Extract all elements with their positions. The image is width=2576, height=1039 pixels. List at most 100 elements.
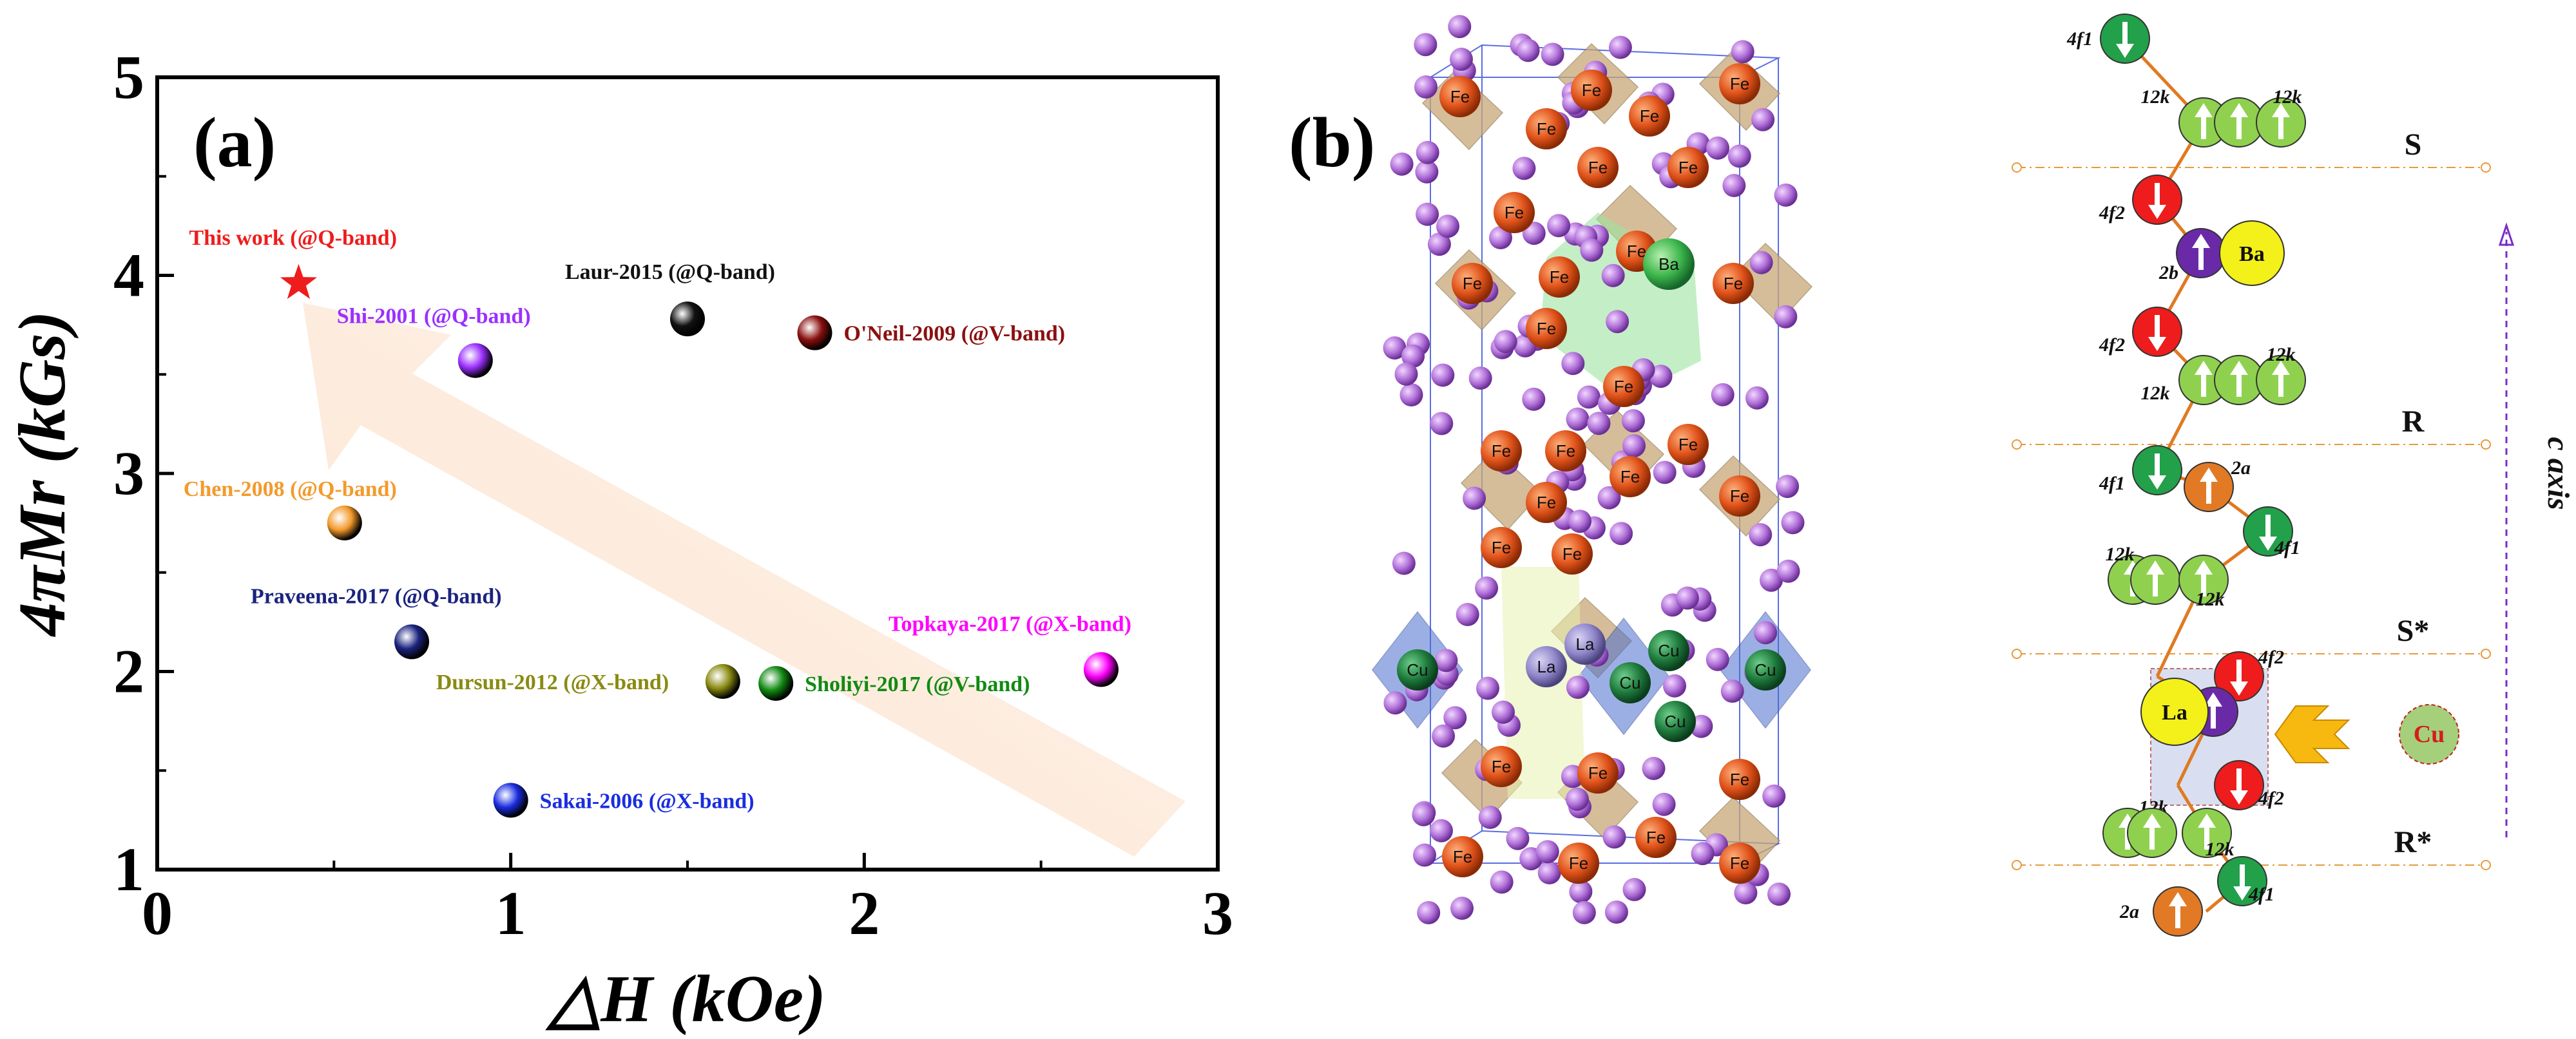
- spin-arrowhead: [2195, 103, 2213, 117]
- fe-atom: [1526, 482, 1567, 523]
- layer-end-marker: [2481, 649, 2491, 659]
- spin-site: [2127, 808, 2177, 858]
- spin-site: [2130, 555, 2180, 605]
- oxygen-atom: [1450, 897, 1474, 920]
- spin-sites: 4f1 12k 12k 4f2 2b 4f2 12k 12k 4f1 2a 4f1 12k 12k 4f2…: [2066, 14, 2306, 937]
- ba-atom-label: Ba: [1658, 254, 1679, 274]
- fe-atom-label: Fe: [1550, 267, 1569, 287]
- cu-atom: [1648, 630, 1689, 671]
- oxygen-atom: [1731, 40, 1754, 64]
- oxygen-atom: [1745, 386, 1769, 410]
- fe-atom: [1481, 430, 1522, 472]
- point-label: Praveena-2017 (@Q-band): [251, 584, 502, 608]
- ba-sphere: [2219, 220, 2285, 286]
- oxygen-atom: [1762, 784, 1786, 808]
- oxygen-atom: [1489, 226, 1512, 249]
- oxygen-atom: [1566, 407, 1590, 431]
- spin-structure-diagram: S R S* R* 4f1 12k 12k 4f2 2b 4f2 12k 12k 4f1 2a 4f1 12…: [2012, 14, 2575, 937]
- fe-atom: [1452, 263, 1493, 304]
- oxygen-atom: [1706, 136, 1729, 160]
- oxygen-atom: [1568, 510, 1591, 533]
- oxygen-atom: [1604, 901, 1628, 924]
- oxygen-atom: [1749, 523, 1773, 547]
- oxygen-atom: [1572, 901, 1596, 924]
- spin-arrowhead: [2116, 44, 2134, 58]
- oxygen-atom: [1720, 680, 1744, 703]
- spin-site: 12k: [2182, 808, 2235, 860]
- site-label: 12k: [2106, 544, 2135, 565]
- oxygen-atom: [1675, 586, 1699, 610]
- point-label: Dursun-2012 (@X-band): [436, 671, 669, 694]
- point-label: Sholiyi-2017 (@V-band): [805, 672, 1030, 696]
- oxygen-atom: [1476, 676, 1499, 700]
- cu-atom-label: Cu: [1664, 712, 1686, 731]
- cu-atom: [1745, 649, 1786, 691]
- site-label: 4f2: [2099, 202, 2125, 224]
- y-tick-label: 3: [113, 439, 144, 508]
- point-label: O'Neil-2009 (@V-band): [844, 322, 1066, 346]
- cu-label: Cu: [2414, 721, 2445, 748]
- oxygen-atom: [1443, 706, 1467, 730]
- oxygen-atom: [1722, 174, 1746, 197]
- spin-site: 4f1: [2243, 506, 2300, 558]
- fe-atom: [1719, 843, 1760, 884]
- data-points: This work (@Q-band) Laur-2015 (@Q-band) O'…: [184, 226, 1131, 818]
- oxygen-atom: [1541, 43, 1564, 66]
- cu-atom: [1397, 649, 1438, 691]
- site-label: 12k: [2141, 86, 2170, 108]
- sphere-marker: [705, 663, 740, 699]
- site-label: 12k: [2206, 839, 2235, 860]
- point-label: Topkaya-2017 (@X-band): [889, 612, 1131, 636]
- sphere-marker: [327, 505, 362, 540]
- oxygen-atom: [1522, 387, 1546, 411]
- data-point-group: Sakai-2006 (@X-band): [493, 783, 755, 818]
- oxygen-atom: [1663, 674, 1686, 698]
- oxygen-atom: [1691, 842, 1715, 866]
- oxygen-atom: [1642, 757, 1666, 780]
- oxygen-atom: [1434, 649, 1458, 672]
- fe-atom-label: Fe: [1646, 828, 1666, 847]
- layer-label: R: [2402, 405, 2425, 439]
- la-label: La: [2162, 701, 2187, 725]
- spin-arrowhead: [2169, 892, 2187, 906]
- la-atom: [1564, 624, 1606, 665]
- spin-site: 4f1: [2099, 445, 2182, 495]
- oxygen-atom: [1401, 344, 1425, 368]
- spin-site: 12k: [2256, 86, 2306, 148]
- oxygen-atom: [1432, 724, 1456, 748]
- oxygen-atom: [1490, 870, 1514, 894]
- oxygen-atom: [1415, 160, 1439, 184]
- oxygen-atom: [1776, 559, 1800, 583]
- fe-atom: [1668, 147, 1709, 188]
- spin-arrowhead: [2230, 361, 2248, 375]
- x-tick-label: 3: [1202, 879, 1233, 948]
- site-label: 4f1: [2099, 473, 2125, 494]
- sphere-marker: [493, 783, 528, 818]
- data-point-group: O'Neil-2009 (@V-band): [797, 315, 1066, 350]
- fe-atom: [1629, 95, 1670, 137]
- oxygen-atom: [1566, 676, 1590, 699]
- sphere-marker: [797, 315, 832, 350]
- oxygen-atom: [1547, 214, 1571, 238]
- oxygen-atom: [1561, 352, 1585, 376]
- spin-site: 2b: [2158, 228, 2226, 283]
- oxygen-atom: [1512, 157, 1536, 180]
- ba-label: Ba: [2239, 242, 2265, 266]
- layer-end-marker: [2481, 860, 2491, 870]
- oxygen-atom: [1774, 183, 1798, 207]
- fe-atom-label: Fe: [1582, 81, 1601, 100]
- cu-substitution-arrow: Cu: [2274, 704, 2459, 765]
- cu-atom-label: Cu: [1754, 660, 1776, 680]
- la-sphere: [2140, 678, 2209, 746]
- y-axis-label: 4πMr (kGs): [5, 311, 79, 638]
- spin-arrowhead: [2259, 537, 2277, 551]
- site-label: 4f1: [2248, 884, 2274, 905]
- sphere-marker: [394, 624, 430, 660]
- cu-atom-label: Cu: [1407, 660, 1428, 680]
- layer-end-marker: [2012, 649, 2022, 659]
- fe-atom: [1539, 256, 1580, 298]
- fe-atom: [1713, 263, 1754, 304]
- oxygen-atom: [1652, 792, 1676, 816]
- fe-atom: [1719, 63, 1760, 104]
